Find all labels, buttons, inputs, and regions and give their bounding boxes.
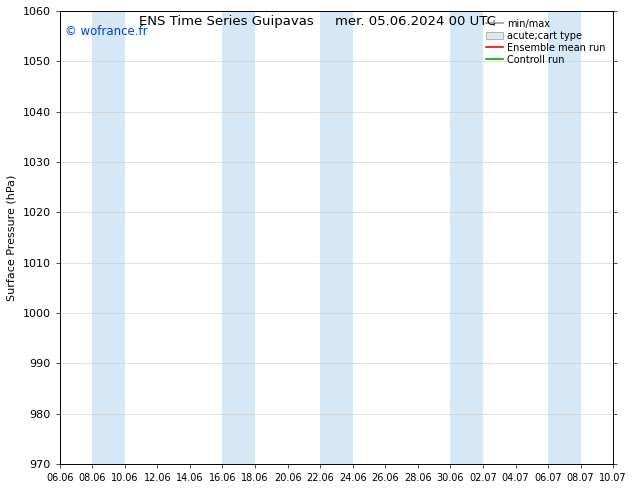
Bar xyxy=(92,11,125,464)
Bar xyxy=(320,11,353,464)
Bar xyxy=(450,11,483,464)
Bar xyxy=(548,11,581,464)
Text: © wofrance.fr: © wofrance.fr xyxy=(65,24,148,38)
Y-axis label: Surface Pressure (hPa): Surface Pressure (hPa) xyxy=(7,174,17,301)
Legend: min/max, acute;cart type, Ensemble mean run, Controll run: min/max, acute;cart type, Ensemble mean … xyxy=(482,16,609,68)
Bar xyxy=(223,11,255,464)
Text: ENS Time Series Guipavas     mer. 05.06.2024 00 UTC: ENS Time Series Guipavas mer. 05.06.2024… xyxy=(139,15,495,28)
